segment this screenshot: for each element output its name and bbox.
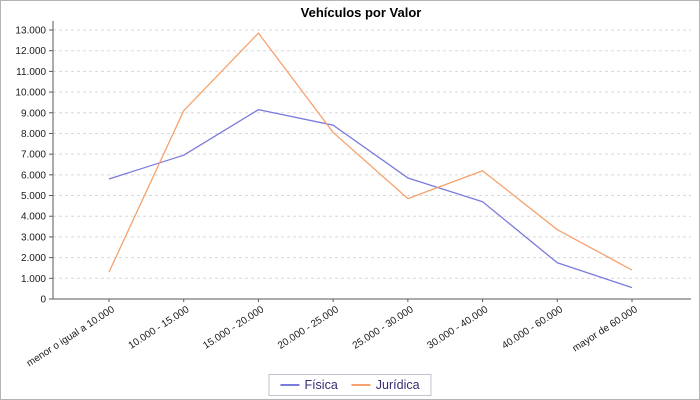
y-tick-label: 4.000 (21, 212, 46, 223)
series-line-jurídica (108, 32, 633, 273)
y-tick-label: 13.000 (15, 26, 46, 37)
x-tick-label: 20.000 - 25.000 (276, 304, 341, 352)
y-tick-label: 5.000 (21, 191, 46, 202)
y-tick-label: 3.000 (21, 232, 46, 243)
y-tick-label: 0 (40, 295, 46, 306)
legend-swatch-jurídica (351, 384, 371, 386)
legend-swatch-física (280, 384, 300, 386)
legend-label: Física (304, 378, 338, 392)
y-tick-label: 2.000 (21, 253, 46, 264)
y-tick-label: 9.000 (21, 108, 46, 119)
y-tick-label: 7.000 (21, 150, 46, 161)
legend-item-física: Física (280, 378, 338, 392)
legend-item-jurídica: Jurídica (351, 378, 420, 392)
x-tick-label: menor o igual a 10.000 (25, 304, 117, 369)
y-tick-label: 11.000 (16, 67, 46, 78)
plot-area: 0 1.000 2.000 3.000 4.000 5.000 6.000 7.000 8.00… (15, 21, 691, 369)
y-tick-label: 12.000 (15, 46, 46, 57)
x-tick-label: mayor de 60.000 (571, 304, 640, 354)
y-tick-label: 6.000 (21, 170, 46, 181)
y-tick-label: 10.000 (15, 88, 46, 99)
x-tick-label: 30.000 - 40.000 (425, 304, 490, 352)
y-tick-label: 1.000 (21, 274, 46, 285)
x-tick-label: 10.000 - 15.000 (127, 304, 192, 352)
x-tick-label: 15.000 - 20.000 (201, 304, 266, 352)
y-tick-label: 8.000 (21, 129, 46, 140)
x-tick-label: 40.000 - 60.000 (500, 304, 565, 352)
legend-label: Jurídica (375, 378, 420, 392)
chart-title: Vehículos por Valor (300, 5, 422, 20)
legend: Física Jurídica (268, 374, 432, 396)
series-line-física (108, 109, 633, 289)
x-tick-label: 25.000 - 30.000 (351, 304, 416, 352)
